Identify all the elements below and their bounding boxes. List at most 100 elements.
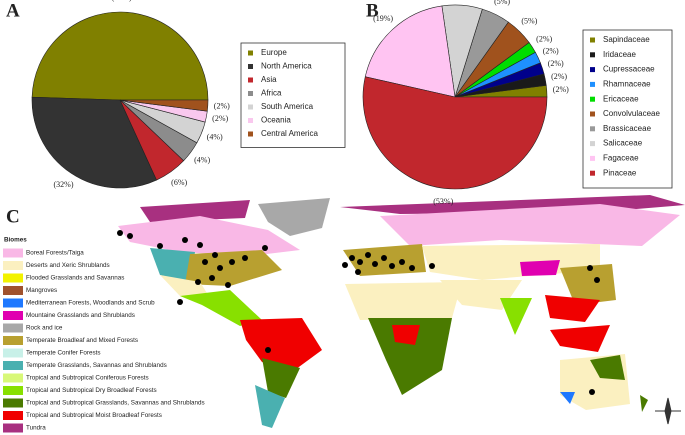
legend-title: Biomes — [4, 237, 27, 244]
pie-slice — [364, 5, 456, 98]
map-region — [520, 260, 560, 276]
legend-swatch — [590, 170, 595, 176]
legend-label: Flooded Grasslands and Savannas — [26, 275, 124, 282]
panel-label: B — [366, 0, 379, 21]
legend-swatch — [590, 37, 595, 43]
legend-swatch — [3, 261, 23, 270]
legend-label: Mangroves — [26, 287, 57, 294]
map-region — [255, 385, 285, 428]
legend-label: Tropical and Subtropical Dry Broadleaf F… — [26, 387, 157, 394]
legend-swatch — [590, 141, 595, 147]
sample-point — [587, 265, 593, 271]
pie-slice — [362, 76, 548, 190]
legend-swatch — [3, 361, 23, 370]
value-label: (2%) — [214, 101, 230, 110]
sample-point — [357, 259, 363, 265]
legend-swatch — [3, 423, 23, 433]
legend-swatch — [3, 336, 23, 345]
legend-swatch — [248, 118, 253, 123]
legend-box — [582, 29, 673, 189]
value-label: (4%) — [207, 133, 223, 142]
value-label: (2%) — [548, 59, 564, 68]
value-label: (4%) — [194, 155, 210, 164]
map-region — [240, 318, 322, 372]
value-label: (53%) — [433, 197, 453, 206]
compass-needle — [664, 397, 672, 425]
sample-point — [242, 255, 248, 261]
sample-point — [365, 252, 371, 258]
sample-point — [212, 252, 218, 258]
legend-label: Rhamnaceae — [603, 80, 651, 89]
sample-point — [381, 255, 387, 261]
legend-swatch — [3, 348, 23, 358]
map-region — [262, 358, 300, 398]
sample-point — [409, 265, 415, 271]
map-region — [368, 318, 452, 395]
value-label: (49%) — [112, 0, 132, 2]
legend-swatch — [3, 311, 23, 320]
map-region — [140, 200, 250, 222]
legend-label: Iridaceae — [603, 50, 636, 59]
value-label: (5%) — [494, 0, 510, 6]
legend-swatch — [590, 126, 595, 132]
map-region — [440, 280, 522, 310]
legend-swatch — [248, 64, 253, 69]
sample-point — [229, 259, 235, 265]
map-region — [380, 204, 680, 246]
legend-swatch — [590, 52, 595, 58]
sample-point — [157, 243, 163, 249]
world-map — [118, 195, 685, 428]
sample-point — [389, 263, 395, 269]
map-region — [392, 325, 420, 345]
legend-swatch — [590, 67, 595, 73]
sample-point — [182, 237, 188, 243]
legend-label: Rock and ice — [26, 325, 63, 332]
map-region — [118, 216, 300, 256]
legend-label: Ericaceae — [603, 94, 639, 103]
legend-label: Temperate Broadleaf and Mixed Forests — [26, 337, 138, 344]
pie-slice — [31, 96, 157, 189]
legend-label: Mountaine Grasslands and Shrublands — [26, 312, 135, 319]
legend-swatch — [590, 155, 595, 161]
map-region — [500, 298, 532, 335]
map-region — [560, 392, 575, 404]
legend-swatch — [3, 386, 23, 395]
map-region — [545, 295, 600, 322]
sample-point — [594, 277, 600, 283]
legend-label: Cupressaceae — [603, 65, 655, 74]
legend-label: Fagaceae — [603, 154, 639, 163]
legend-label: Pinaceae — [603, 168, 637, 177]
map-region — [560, 264, 616, 305]
sample-point — [349, 255, 355, 261]
sample-point — [202, 259, 208, 265]
legend-label: Tundra — [26, 425, 46, 432]
legend-label: Boreal Forests/Taiga — [26, 250, 84, 257]
value-label: (2%) — [551, 72, 567, 81]
legend-label: Brassicaceae — [603, 124, 652, 133]
legend-label: Europe — [261, 48, 287, 57]
compass — [655, 397, 681, 425]
sample-point — [127, 233, 133, 239]
legend-swatch — [3, 411, 23, 420]
value-label: (2%) — [536, 35, 552, 44]
value-label: (6%) — [171, 178, 187, 187]
legend-label: Africa — [261, 89, 282, 98]
pie-slice — [31, 11, 209, 101]
sample-point — [217, 265, 223, 271]
legend-label: Asia — [261, 75, 277, 84]
legend-label: North America — [261, 62, 312, 71]
legend-label: Sapindaceae — [603, 35, 650, 44]
legend-swatch — [3, 286, 23, 295]
legend-label: Temperate Conifer Forests — [26, 350, 101, 357]
legend-swatch — [3, 373, 23, 383]
legend-box — [240, 42, 346, 148]
map-region — [640, 395, 648, 412]
sample-points — [117, 230, 600, 395]
sample-point — [355, 269, 361, 275]
sample-point — [342, 262, 348, 268]
legend-label: Salicaceae — [603, 139, 643, 148]
pie-slice — [119, 99, 209, 112]
value-label: (32%) — [54, 180, 74, 189]
legend-swatch — [248, 104, 253, 110]
legend-swatch — [248, 77, 253, 83]
